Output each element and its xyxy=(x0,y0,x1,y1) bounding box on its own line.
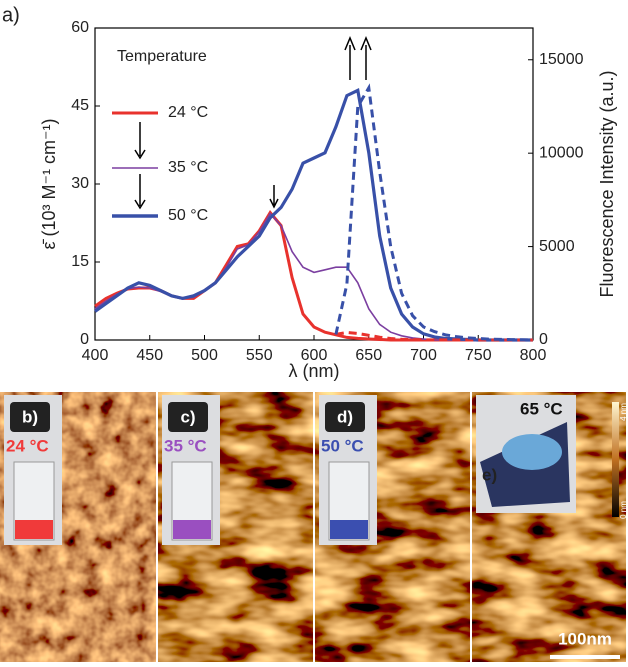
vial-liquid xyxy=(173,520,211,539)
x-tick-label: 800 xyxy=(520,347,547,364)
legend-label: 35 °C xyxy=(168,159,208,176)
x-tick-label: 400 xyxy=(82,347,109,364)
absorption-line xyxy=(94,88,533,342)
x-tick-label: 450 xyxy=(136,347,163,364)
x-axis-label: λ (nm) xyxy=(289,361,340,381)
absorption-line xyxy=(94,210,533,342)
y2-tick-label: 0 xyxy=(539,331,548,348)
panel-label: c) xyxy=(180,407,195,426)
x-tick-label: 500 xyxy=(191,347,218,364)
scale-bar-label: 100nm xyxy=(558,629,612,648)
y2-tick-label: 5000 xyxy=(539,238,575,255)
legend-label: 50 °C xyxy=(168,207,208,224)
vial-liquid xyxy=(330,520,368,539)
x-tick-label: 650 xyxy=(355,347,382,364)
y-axis-label: ε̄ (10³ M⁻¹ cm⁻¹) xyxy=(39,118,59,249)
x-tick-label: 700 xyxy=(410,347,437,364)
y-tick-label: 60 xyxy=(71,19,89,36)
temperature-label: 35 °C xyxy=(164,436,207,455)
legend-label: 24 °C xyxy=(168,104,208,121)
y2-axis-label: Fluorescence Intensity (a.u.) xyxy=(597,70,617,297)
gel xyxy=(502,434,562,470)
x-tick-label: 750 xyxy=(465,347,492,364)
x-tick-label: 600 xyxy=(301,347,328,364)
y-tick-label: 45 xyxy=(71,97,89,114)
panel-label: b) xyxy=(22,407,38,426)
panel-label: a) xyxy=(2,4,20,26)
fluorescence-line xyxy=(335,330,533,342)
x-tick-label: 550 xyxy=(246,347,273,364)
temperature-label: 50 °C xyxy=(321,436,364,455)
colorbar-max: 4 nm xyxy=(619,403,628,421)
vial-liquid xyxy=(15,520,53,539)
panel-label: d) xyxy=(337,407,353,426)
y2-tick-label: 10000 xyxy=(539,144,584,161)
temperature-label: 24 °C xyxy=(6,436,49,455)
legend-title: Temperature xyxy=(117,48,207,65)
label-box xyxy=(325,402,365,432)
panel-label: e) xyxy=(482,465,497,484)
y-tick-label: 0 xyxy=(80,331,89,348)
absorption-line xyxy=(94,212,533,341)
temperature-label: 65 °C xyxy=(520,399,563,418)
label-box xyxy=(10,402,50,432)
y-tick-label: 30 xyxy=(71,175,89,192)
y-tick-label: 15 xyxy=(71,253,89,270)
colorbar-min: 0 nm xyxy=(619,501,628,519)
plot-frame xyxy=(94,27,534,341)
colorbar xyxy=(612,402,619,517)
legend: Temperature 24 °C 35 °C 50 °C xyxy=(112,48,208,224)
legend-arrow xyxy=(134,122,146,210)
label-box xyxy=(168,402,208,432)
fluorescence-line xyxy=(334,83,534,342)
y2-tick-label: 15000 xyxy=(539,51,584,68)
annotation-arrow xyxy=(269,36,372,209)
